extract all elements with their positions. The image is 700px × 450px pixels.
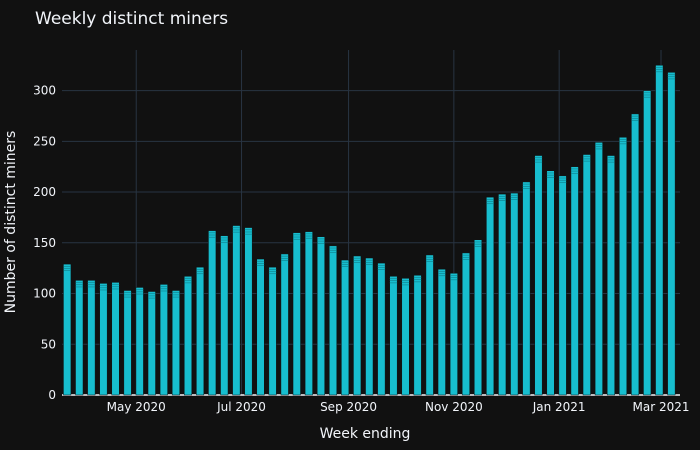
bar: [631, 113, 640, 396]
bar: [99, 283, 108, 396]
y-tick-label: 50: [41, 337, 56, 351]
x-tick-label: Jul 2020: [216, 400, 266, 414]
x-tick-label: Mar 2021: [633, 400, 690, 414]
bar: [232, 225, 241, 396]
x-tick-label: Jan 2021: [532, 400, 586, 414]
bars: [63, 64, 676, 396]
bar: [546, 170, 555, 396]
bar: [171, 290, 180, 396]
bar: [75, 280, 84, 396]
bar: [63, 263, 72, 396]
y-axis-title: Number of distinct miners: [3, 131, 19, 314]
bar: [304, 231, 313, 396]
bar: [655, 64, 664, 396]
bar: [474, 239, 483, 396]
bar: [123, 290, 132, 396]
bar: [389, 276, 398, 396]
bar: [498, 193, 507, 396]
bar: [437, 268, 446, 396]
x-tick-label: Sep 2020: [320, 400, 377, 414]
bar: [570, 166, 579, 396]
bar: [401, 278, 410, 396]
bar: [522, 181, 531, 396]
bar: [558, 175, 567, 396]
bar: [667, 72, 676, 396]
bar: [594, 142, 603, 396]
bar: [220, 235, 229, 396]
bar: [329, 245, 338, 396]
bar: [196, 266, 205, 396]
y-tick-label: 200: [33, 185, 56, 199]
bar: [280, 253, 289, 396]
bar: [87, 280, 96, 396]
bar: [353, 255, 362, 396]
bar: [316, 236, 325, 396]
bar: [377, 262, 386, 396]
bar: [256, 258, 265, 396]
bar: [582, 154, 591, 396]
bar: [425, 254, 434, 396]
bar: [606, 155, 615, 396]
y-tick-label: 0: [48, 388, 56, 402]
bar: [135, 287, 144, 396]
bar: [643, 90, 652, 396]
y-tick-label: 300: [33, 84, 56, 98]
bar: [534, 155, 543, 396]
bar: [413, 275, 422, 396]
bar: [244, 227, 253, 396]
x-axis-title: Week ending: [320, 426, 411, 442]
bar: [184, 276, 193, 396]
chart-title: Weekly distinct miners: [35, 9, 228, 29]
y-ticks: 0 50 100 150 200 250 300: [33, 84, 56, 402]
bar: [208, 230, 217, 396]
y-tick-label: 100: [33, 287, 56, 301]
y-tick-label: 250: [33, 134, 56, 148]
bar: [449, 272, 458, 396]
bar: [619, 137, 628, 396]
bar: [510, 192, 519, 396]
bar: [147, 291, 156, 396]
x-tick-label: Nov 2020: [425, 400, 483, 414]
bar: [268, 266, 277, 396]
x-tick-label: May 2020: [107, 400, 166, 414]
bar: [486, 196, 495, 396]
bar: [365, 257, 374, 396]
bar: [461, 252, 470, 396]
x-ticks: May 2020 Jul 2020 Sep 2020 Nov 2020 Jan 2021…: [107, 400, 690, 414]
bar: [111, 282, 120, 396]
bar: [159, 284, 168, 396]
bar: [341, 259, 350, 396]
y-tick-label: 150: [33, 236, 56, 250]
bar: [292, 232, 301, 396]
